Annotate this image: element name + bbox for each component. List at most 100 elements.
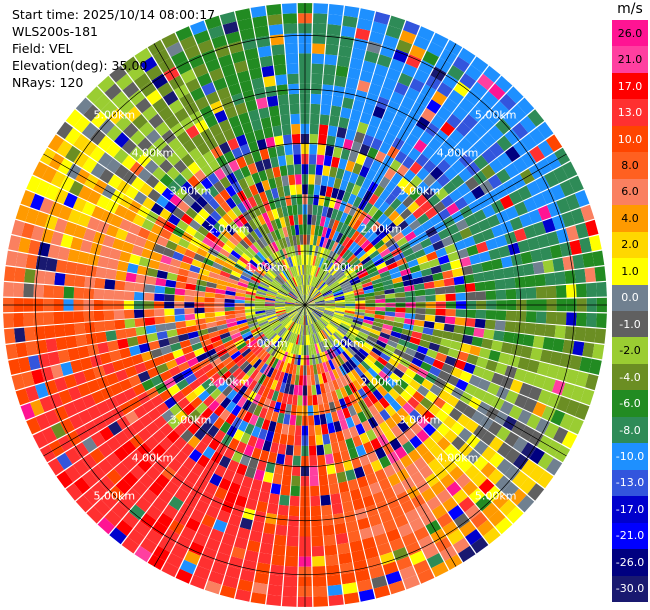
ppi-gate <box>322 290 333 297</box>
ppi-gate <box>339 339 349 349</box>
ppi-gate <box>298 297 305 305</box>
ppi-gate <box>44 409 60 426</box>
ppi-gate <box>335 210 344 222</box>
ppi-gate <box>252 241 262 252</box>
ppi-gate <box>514 322 526 334</box>
ppi-gate <box>213 377 225 388</box>
ppi-gate <box>344 295 355 300</box>
ppi-gate <box>82 201 96 216</box>
ppi-gate <box>348 344 359 354</box>
ppi-gate <box>451 332 464 343</box>
ppi-gate <box>305 305 313 312</box>
ppi-gate <box>72 197 87 213</box>
ppi-gate <box>264 307 276 311</box>
ppi-gate <box>236 441 247 454</box>
ppi-gate <box>98 475 115 492</box>
ppi-gate <box>279 494 290 506</box>
ppi-gate <box>109 350 122 362</box>
ppi-gate <box>321 248 328 259</box>
ppi-gate <box>274 64 287 76</box>
ppi-gate <box>119 251 132 263</box>
ppi-gate <box>289 332 295 343</box>
ppi-gate <box>354 336 365 345</box>
ppi-gate <box>364 228 375 240</box>
ppi-gate <box>106 125 123 142</box>
ppi-gate <box>373 11 391 25</box>
ppi-gate <box>231 404 242 417</box>
ppi-gate <box>280 316 289 324</box>
ppi-gate <box>218 119 232 133</box>
ppi-gate <box>327 337 336 347</box>
ppi-gate <box>309 275 314 286</box>
ppi-gate <box>132 383 146 396</box>
ppi-gate <box>217 381 229 393</box>
ppi-gate <box>285 307 296 311</box>
ppi-gate <box>532 401 547 418</box>
ppi-gate <box>302 325 305 336</box>
ppi-gate <box>311 53 325 65</box>
ppi-gate <box>271 208 280 220</box>
ppi-gate <box>374 224 386 236</box>
ppi-gate <box>237 18 254 31</box>
ppi-gate <box>331 187 340 199</box>
ppi-gate <box>115 115 132 132</box>
colorbar-segment <box>612 416 648 444</box>
ppi-gate <box>333 345 342 355</box>
ppi-gate <box>427 458 442 473</box>
ppi-gate <box>259 148 270 161</box>
ppi-gate <box>458 168 473 183</box>
ppi-gate <box>240 328 251 336</box>
ppi-gate <box>164 315 176 324</box>
ppi-gate <box>268 198 277 210</box>
ppi-gate <box>413 225 425 237</box>
ppi-gate <box>234 309 246 315</box>
ppi-gate <box>259 191 268 203</box>
ppi-gate <box>323 443 333 455</box>
ppi-gate <box>384 344 396 353</box>
ppi-gate <box>294 224 300 236</box>
ppi-gate <box>308 435 316 446</box>
ppi-gate <box>312 291 321 299</box>
ppi-gate <box>237 281 248 288</box>
ppi-gate <box>326 564 340 576</box>
ppi-gate <box>284 144 293 156</box>
ppi-gate <box>584 327 596 343</box>
ppi-gate <box>307 385 312 396</box>
ppi-gate <box>415 153 429 167</box>
ppi-gate <box>154 293 165 301</box>
ppi-gate <box>345 301 356 304</box>
ppi-gate <box>261 386 271 398</box>
ppi-gate <box>309 334 313 345</box>
ppi-gate <box>359 165 370 178</box>
colorbar-tick-label: -30.0 <box>615 582 645 596</box>
ppi-gate <box>315 305 326 308</box>
ppi-gate <box>267 287 278 294</box>
ppi-gate <box>326 391 334 403</box>
ppi-gate <box>554 271 566 285</box>
ppi-gate <box>403 574 420 590</box>
ppi-gate <box>135 496 152 513</box>
ppi-gate <box>394 82 409 96</box>
ppi-gate <box>365 504 379 518</box>
ppi-gate <box>536 361 550 376</box>
ppi-gate <box>348 256 359 266</box>
ppi-gate <box>194 96 210 111</box>
ppi-gate <box>525 287 537 299</box>
ppi-gate <box>240 165 251 178</box>
ppi-gate <box>589 235 602 252</box>
ppi-gate <box>277 443 287 455</box>
ppi-gate <box>47 458 65 476</box>
ppi-gate <box>239 360 250 371</box>
ppi-gate <box>318 124 329 136</box>
ppi-gate <box>47 134 65 152</box>
ppi-gate <box>331 156 340 168</box>
ppi-gate <box>286 373 292 385</box>
ppi-gate <box>414 403 428 416</box>
ppi-gate <box>146 267 159 278</box>
ppi-gate <box>164 308 175 316</box>
ppi-gate <box>259 449 270 462</box>
ppi-gate <box>299 365 304 376</box>
colorbar-tick-label: 21.0 <box>617 53 643 67</box>
ppi-gate <box>122 122 139 139</box>
ppi-gate <box>291 312 299 321</box>
